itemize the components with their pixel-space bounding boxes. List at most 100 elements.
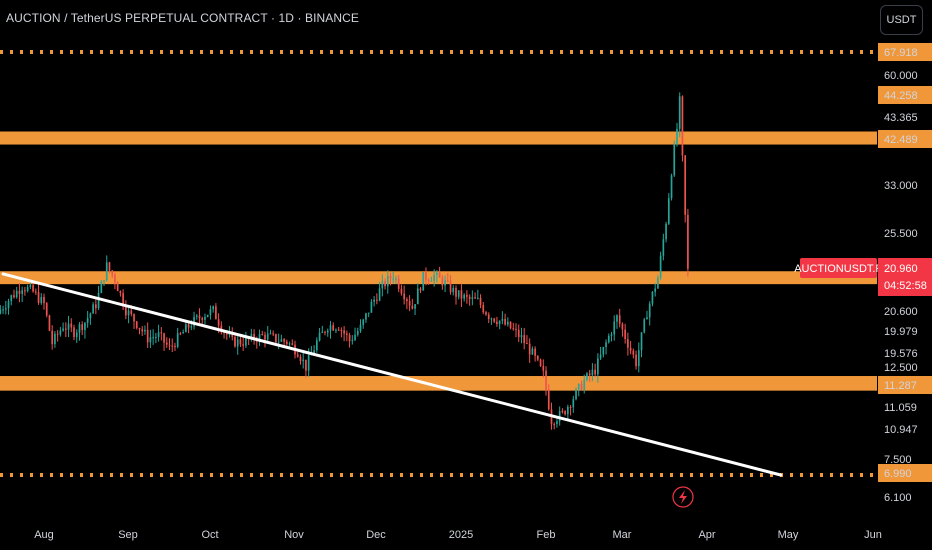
candle-body xyxy=(2,309,4,311)
candle-body xyxy=(231,333,234,337)
candle-body xyxy=(386,275,389,287)
time-tick-label: Oct xyxy=(201,529,218,541)
candle-body xyxy=(474,297,476,299)
candle-body xyxy=(446,280,449,282)
candle-body xyxy=(264,334,266,340)
candle-body xyxy=(75,332,78,338)
candle-body xyxy=(198,315,201,319)
candle-body xyxy=(637,350,640,367)
candle-body xyxy=(422,272,425,291)
candle-body xyxy=(18,290,21,294)
candle-body xyxy=(613,321,616,335)
candle-body xyxy=(621,323,624,330)
candle-body xyxy=(280,339,283,342)
price-tick-highlight xyxy=(878,86,932,104)
candle-body xyxy=(444,280,446,286)
time-tick-label: Aug xyxy=(34,529,54,541)
candle-body xyxy=(296,354,299,357)
candle-body xyxy=(547,389,550,410)
zone-1[interactable] xyxy=(0,271,877,285)
candle-body xyxy=(283,339,285,342)
candle-body xyxy=(406,299,408,302)
candle-body xyxy=(329,325,332,331)
candle-body xyxy=(517,329,520,338)
candle-body xyxy=(149,337,152,343)
candle-body xyxy=(580,383,583,390)
candle-body xyxy=(187,324,190,328)
replay-button[interactable] xyxy=(672,486,694,508)
candle-body xyxy=(654,288,657,292)
time-tick-label: Sep xyxy=(118,529,138,541)
candle-body xyxy=(125,306,127,316)
candle-body xyxy=(100,281,103,293)
candle-body xyxy=(217,319,220,326)
candle-body xyxy=(209,309,212,315)
candle-body xyxy=(414,304,416,309)
candle-body xyxy=(10,295,13,302)
price-tick-label: 7.500 xyxy=(884,454,912,466)
candle-body xyxy=(81,324,84,331)
candle-body xyxy=(575,389,577,400)
candle-body xyxy=(539,359,542,367)
time-tick-label: Nov xyxy=(284,529,304,541)
candle-body xyxy=(479,297,482,305)
candle-body xyxy=(536,355,539,360)
candle-body xyxy=(152,337,154,339)
candle-body xyxy=(359,324,362,332)
candle-body xyxy=(321,331,324,333)
candle-body xyxy=(288,343,291,345)
candle-body xyxy=(504,318,506,325)
zone-2[interactable] xyxy=(0,376,877,391)
trendline[interactable] xyxy=(1,272,783,477)
candle-body xyxy=(78,324,81,333)
candle-body xyxy=(122,293,124,307)
currency-button[interactable]: USDT xyxy=(880,5,923,35)
price-tick-highlight xyxy=(878,464,932,482)
candle-body xyxy=(558,411,561,422)
price-tick-label: 44.258 xyxy=(884,90,918,102)
candle-body xyxy=(348,334,351,341)
current-price-label: 20.960 xyxy=(884,263,918,275)
candle-body xyxy=(40,296,43,303)
candle-body xyxy=(62,328,64,331)
candlesticks xyxy=(0,92,689,430)
zone-0[interactable] xyxy=(0,131,877,145)
candle-body xyxy=(89,313,92,319)
candle-body xyxy=(588,373,591,376)
candle-body xyxy=(141,329,144,332)
candle-body xyxy=(452,287,455,293)
candle-body xyxy=(315,340,318,351)
candle-body xyxy=(572,399,575,408)
candle-body xyxy=(7,301,10,309)
candle-body xyxy=(627,339,629,348)
candle-body xyxy=(373,299,375,302)
candle-body xyxy=(225,332,228,335)
candle-body xyxy=(583,379,586,390)
candle-body xyxy=(433,275,436,281)
time-axis[interactable]: Aug Sep Oct Nov Dec 2025 Feb Mar Apr May Jun xyxy=(34,529,882,541)
price-tick-label: 67.918 xyxy=(884,47,918,59)
candle-body xyxy=(114,275,116,283)
candle-body xyxy=(512,328,515,330)
candle-body xyxy=(392,278,395,280)
candle-body xyxy=(370,301,373,313)
candle-body xyxy=(105,262,108,281)
candle-body xyxy=(73,327,75,338)
candle-body xyxy=(24,290,26,292)
price-tick-label: 10.947 xyxy=(884,424,918,436)
candle-body xyxy=(32,285,34,292)
candle-body xyxy=(13,295,15,298)
trendline-line[interactable] xyxy=(1,272,783,477)
candle-body xyxy=(616,315,618,322)
price-tick-label: 12.500 xyxy=(884,362,918,374)
candle-body xyxy=(624,329,626,340)
candle-body xyxy=(618,315,621,324)
candle-body xyxy=(362,319,365,325)
candle-body xyxy=(127,310,130,316)
candle-body xyxy=(92,304,94,314)
candle-body xyxy=(534,348,536,356)
candle-body xyxy=(337,329,340,331)
candle-body xyxy=(586,373,588,380)
candle-body xyxy=(460,290,463,299)
